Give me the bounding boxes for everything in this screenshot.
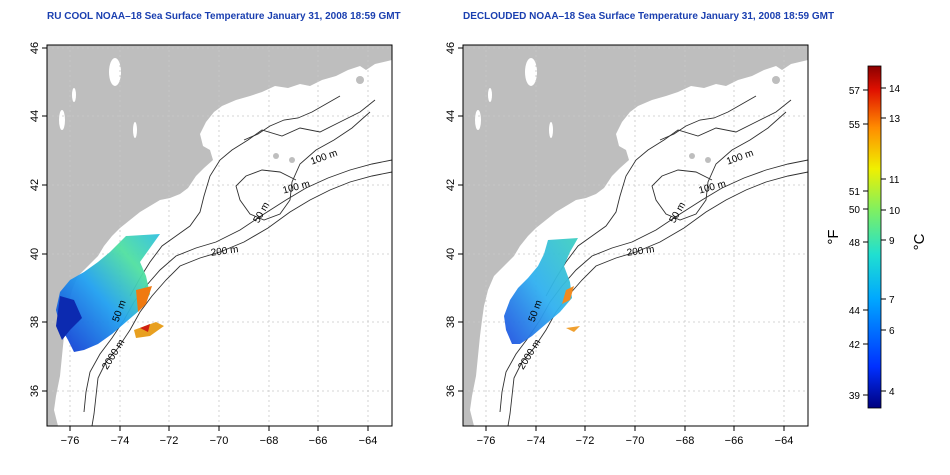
celsius-tick-label: 4	[889, 387, 895, 398]
depth-contour	[507, 171, 809, 427]
island	[705, 157, 711, 163]
y-tick-label: 42	[29, 179, 41, 191]
island	[689, 153, 695, 159]
celsius-tick-label: 13	[889, 114, 901, 125]
lake	[109, 58, 121, 86]
x-tick-label: −68	[260, 435, 279, 447]
colorbar-gradient	[867, 65, 882, 409]
island	[289, 157, 295, 163]
celsius-tick-label: 7	[889, 295, 895, 306]
x-tick-label: −74	[111, 435, 130, 447]
fahrenheit-axis-title: °F	[825, 229, 842, 244]
contour-label: 200 m	[210, 244, 239, 259]
y-tick-label: 44	[29, 110, 41, 122]
depth-contour	[235, 111, 371, 221]
x-tick-label: −64	[359, 435, 378, 447]
x-tick-label: −72	[160, 435, 179, 447]
sst-data-region	[56, 234, 160, 352]
depth-contour	[651, 111, 787, 221]
left-panel-title: RU COOL NOAA–18 Sea Surface Temperature …	[47, 11, 401, 22]
lake	[72, 88, 76, 102]
right-panel-title: DECLOUDED NOAA–18 Sea Surface Temperatur…	[463, 11, 835, 22]
lake	[133, 122, 137, 138]
sst-warm-patch	[562, 286, 574, 304]
celsius-tick-label: 11	[889, 175, 900, 186]
fahrenheit-tick-label: 55	[849, 120, 861, 131]
island	[772, 76, 780, 84]
y-tick-label: 42	[445, 179, 457, 191]
y-tick-label: 46	[29, 42, 41, 54]
lake	[525, 58, 537, 86]
depth-contour	[243, 95, 341, 141]
fahrenheit-tick-label: 42	[849, 340, 861, 351]
y-tick-label: 38	[29, 316, 41, 328]
fahrenheit-tick-label: 48	[849, 238, 861, 249]
celsius-tick-label: 9	[889, 236, 895, 247]
x-tick-label: −76	[477, 435, 496, 447]
colorbar: 57 55 51 50 48 44 42 39 14 13 11 10 9 7 6 4 °F °C	[825, 65, 928, 409]
land-mass	[463, 45, 808, 426]
land-mass	[47, 45, 392, 426]
fahrenheit-tick-label: 57	[849, 86, 861, 97]
x-tick-label: −74	[527, 435, 546, 447]
depth-contour	[91, 171, 393, 427]
y-tick-label: 44	[445, 110, 457, 122]
contour-label: 200 m	[626, 244, 655, 259]
x-tick-label: −70	[626, 435, 645, 447]
lake	[59, 110, 65, 130]
island	[356, 76, 364, 84]
celsius-tick-label: 10	[889, 206, 901, 217]
y-tick-label: 36	[29, 385, 41, 397]
fahrenheit-tick-label: 50	[849, 205, 861, 216]
sst-warm-patch	[136, 286, 152, 312]
fahrenheit-tick-label: 39	[849, 391, 861, 402]
x-tick-label: −66	[725, 435, 744, 447]
depth-contour	[499, 159, 809, 413]
depth-contour	[129, 99, 376, 297]
y-tick-label: 36	[445, 385, 457, 397]
fahrenheit-tick-label: 51	[849, 187, 861, 198]
lake	[475, 110, 481, 130]
sst-bay-region	[56, 296, 82, 340]
sst-hot-patch	[140, 324, 150, 332]
celsius-axis-title: °C	[911, 233, 928, 250]
depth-contour	[83, 159, 393, 413]
y-tick-label: 40	[445, 248, 457, 260]
fahrenheit-tick-label: 44	[849, 306, 861, 317]
y-tick-label: 40	[29, 248, 41, 260]
depth-contour	[659, 95, 757, 141]
sst-warm-patch	[566, 326, 580, 332]
celsius-tick-label: 14	[889, 84, 901, 95]
x-tick-label: −72	[576, 435, 595, 447]
sst-warm-patch	[134, 322, 164, 338]
celsius-tick-label: 6	[889, 326, 895, 337]
x-tick-label: −64	[775, 435, 794, 447]
sst-data-region	[504, 238, 578, 344]
lake	[549, 122, 553, 138]
x-tick-label: −76	[61, 435, 80, 447]
y-tick-label: 38	[445, 316, 457, 328]
x-tick-label: −70	[210, 435, 229, 447]
x-tick-label: −68	[676, 435, 695, 447]
island	[273, 153, 279, 159]
lake	[488, 88, 492, 102]
y-tick-label: 46	[445, 42, 457, 54]
x-tick-label: −66	[309, 435, 328, 447]
depth-contour	[545, 99, 792, 297]
